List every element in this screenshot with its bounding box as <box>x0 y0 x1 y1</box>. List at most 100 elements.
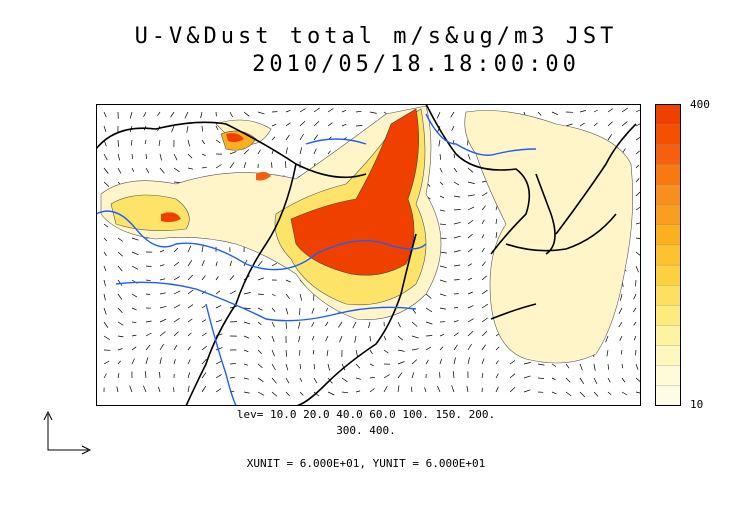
wind-arrow <box>311 335 315 341</box>
wind-arrow <box>467 277 473 281</box>
unit-vector-legend: XUNIT = 6.000E+01, YUNIT = 6.000E+01 <box>246 457 486 470</box>
wind-arrow <box>467 343 472 351</box>
wind-arrow <box>173 318 180 323</box>
wind-arrow <box>439 346 444 351</box>
wind-arrow <box>369 335 371 342</box>
wind-arrow <box>467 181 475 184</box>
wind-arrow <box>271 349 275 357</box>
wind-arrow <box>481 373 484 379</box>
wind-arrow <box>509 360 516 365</box>
wind-arrow <box>635 265 639 273</box>
colorbar-swatch <box>655 264 681 286</box>
wind-arrow <box>450 111 455 118</box>
wind-arrow <box>285 349 288 357</box>
wind-arrow <box>201 385 207 393</box>
wind-arrow <box>425 335 433 337</box>
wind-arrow <box>299 307 301 316</box>
wind-arrow <box>338 321 343 328</box>
wind-arrow <box>201 139 205 145</box>
wind-arrow <box>159 305 167 309</box>
wind-arrow <box>453 320 459 323</box>
wind-arrow <box>565 123 573 127</box>
wind-arrow <box>299 349 301 356</box>
map-title: U-V&Dust total m/s&ug/m3 JST <box>134 24 618 49</box>
wind-arrow <box>355 125 363 127</box>
wind-arrow <box>103 125 107 133</box>
wind-arrow <box>466 385 469 393</box>
wind-arrow <box>621 107 628 113</box>
wind-arrow <box>159 292 166 295</box>
wind-arrow <box>159 278 166 281</box>
wind-arrow <box>144 139 147 145</box>
wind-arrow <box>117 348 123 351</box>
wind-arrow <box>635 363 639 370</box>
wind-arrow <box>159 331 166 337</box>
wind-arrow <box>159 167 165 174</box>
wind-arrow <box>439 251 447 254</box>
wind-arrow <box>523 362 531 365</box>
wind-arrow <box>327 391 335 396</box>
wind-arrow <box>173 247 179 253</box>
colorbar-swatch <box>655 123 681 145</box>
wind-arrow <box>271 377 277 384</box>
wind-arrow <box>368 321 371 329</box>
wind-arrow <box>215 374 222 379</box>
wind-arrow <box>453 153 456 159</box>
wind-arrow <box>633 321 637 326</box>
colorbar-swatch <box>655 104 681 125</box>
wind-arrow <box>157 111 161 116</box>
wind-arrow <box>271 321 275 328</box>
wind-arrow <box>285 391 290 397</box>
wind-arrow <box>131 153 134 160</box>
wind-arrow <box>551 391 557 395</box>
wind-arrow <box>369 388 375 393</box>
wind-arrow <box>467 357 470 365</box>
wind-arrow <box>452 371 455 379</box>
wind-arrow <box>184 111 189 119</box>
wind-arrow <box>436 111 441 119</box>
wind-arrow <box>173 276 180 281</box>
wind-arrow <box>437 385 441 393</box>
wind-arrow <box>537 363 545 366</box>
wind-arrow <box>355 377 361 380</box>
wind-arrow <box>355 110 362 113</box>
wind-arrow <box>551 377 556 381</box>
wind-arrow <box>144 371 147 379</box>
wind-arrow <box>215 261 218 267</box>
colorbar-min-label: 10 <box>690 398 704 411</box>
wind-arrow <box>103 307 107 315</box>
wind-arrow <box>439 265 447 269</box>
wind-arrow <box>383 385 388 393</box>
wind-arrow <box>299 121 306 127</box>
wind-arrow <box>453 344 458 351</box>
wind-arrow <box>173 359 176 365</box>
wind-arrow <box>215 290 221 295</box>
wind-arrow <box>593 122 598 127</box>
wind-arrow <box>145 153 147 160</box>
wind-arrow <box>439 223 447 226</box>
wind-arrow <box>131 265 139 270</box>
wind-arrow <box>593 109 598 113</box>
rivers <box>96 113 537 406</box>
wind-arrow <box>103 373 107 379</box>
wind-arrow <box>312 349 315 355</box>
wind-arrow <box>339 335 343 343</box>
wind-arrow <box>327 363 330 371</box>
colorbar-swatch <box>655 305 681 327</box>
wind-arrow <box>467 167 474 173</box>
wind-arrow <box>131 293 138 298</box>
wind-arrow <box>451 125 455 132</box>
wind-arrow <box>635 349 637 356</box>
wind-arrow <box>243 321 251 325</box>
wind-arrow <box>171 125 175 133</box>
wind-arrow <box>453 357 456 365</box>
wind-arrow <box>341 123 347 127</box>
wind-arrow <box>215 347 223 351</box>
wind-arrow <box>313 148 317 155</box>
wind-arrow <box>620 293 623 301</box>
wind-arrow <box>325 307 329 312</box>
colorbar-swatch <box>655 204 681 226</box>
wind-arrow <box>117 293 123 300</box>
wind-arrow <box>439 167 443 173</box>
wind-arrow <box>187 153 193 159</box>
